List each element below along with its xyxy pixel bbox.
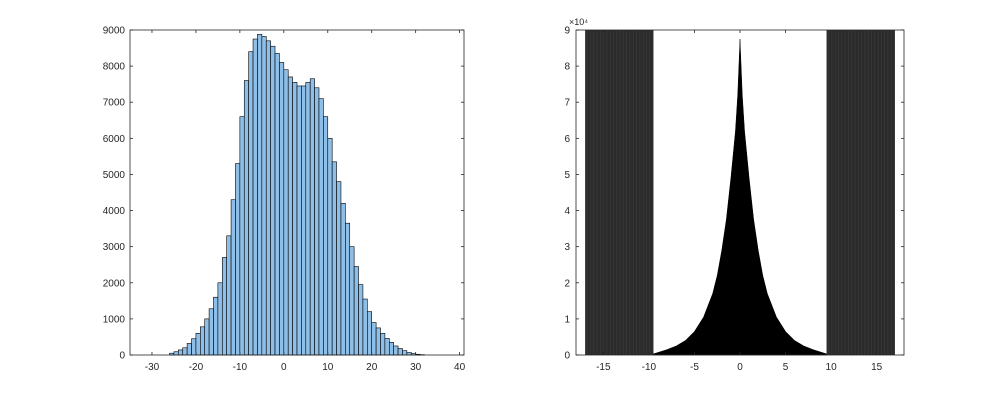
y-tick-label: 8 xyxy=(564,62,570,73)
histogram-bar xyxy=(226,235,232,356)
histogram-bar xyxy=(397,348,403,356)
histogram-bar xyxy=(358,284,364,356)
x-tick-label: 10 xyxy=(322,362,334,373)
y-tick-label: 2 xyxy=(564,278,570,289)
histogram-bar xyxy=(191,338,197,356)
histogram-bar xyxy=(305,82,311,356)
x-tick-label: 40 xyxy=(454,362,466,373)
peak-area-chart: -15 -10 -5 0 5 10 15 0 1 2 3 4 5 6 7 8 9 ×10⁴ xyxy=(564,17,905,373)
histogram-bar xyxy=(393,345,399,356)
histogram-bar xyxy=(274,53,280,356)
peak-area-series xyxy=(653,39,827,356)
y-tick-label: 5 xyxy=(564,170,570,181)
histogram-bar xyxy=(362,298,368,356)
histogram-bar xyxy=(402,350,408,356)
histogram-bar xyxy=(349,246,355,356)
dark-band xyxy=(585,30,654,355)
y-tick-label: 8000 xyxy=(103,62,126,73)
x-tick-label: 0 xyxy=(737,362,743,373)
histogram-bar xyxy=(217,282,223,356)
y-tick-label: 3000 xyxy=(103,242,126,253)
y-tick-label: 6000 xyxy=(103,134,126,145)
histogram-bar xyxy=(367,311,373,356)
histogram-bar xyxy=(345,222,351,356)
histogram-bar xyxy=(380,333,386,356)
histogram-bar xyxy=(200,326,206,356)
histogram-bar xyxy=(230,199,236,356)
x-tick-label: -15 xyxy=(596,362,611,373)
histogram-bar xyxy=(248,51,254,356)
histogram-bar xyxy=(309,78,315,356)
histogram-bar xyxy=(375,327,381,356)
x-tick-label: 15 xyxy=(871,362,883,373)
x-tick-label: -20 xyxy=(189,362,204,373)
histogram-bar xyxy=(182,347,188,356)
y-tick-label: 7 xyxy=(564,98,570,109)
peak-ticks: -15 -10 -5 0 5 10 15 0 1 2 3 4 5 6 7 8 9 xyxy=(564,26,904,373)
histogram-bar xyxy=(195,333,201,356)
y-tick-label: 5000 xyxy=(103,170,126,181)
histogram-bar xyxy=(235,163,241,356)
y-tick-label: 4000 xyxy=(103,206,126,217)
histogram-bar xyxy=(221,257,227,356)
histogram-bar xyxy=(371,322,377,356)
x-tick-label: 10 xyxy=(826,362,838,373)
x-tick-label: 5 xyxy=(783,362,789,373)
histogram-bar xyxy=(323,116,329,356)
histogram-bar xyxy=(279,62,285,356)
x-tick-label: 30 xyxy=(410,362,422,373)
y-tick-label: 0 xyxy=(119,351,125,362)
histogram-bar xyxy=(318,98,324,356)
y-tick-label: 4 xyxy=(564,206,570,217)
y-tick-label: 3 xyxy=(564,242,570,253)
histogram-bar xyxy=(384,338,390,356)
dark-bands xyxy=(585,30,895,355)
histogram-bar xyxy=(178,349,184,356)
y-tick-label: 2000 xyxy=(103,278,126,289)
histogram-bar xyxy=(314,87,320,356)
x-tick-label: -30 xyxy=(145,362,160,373)
histogram-bar xyxy=(257,34,263,356)
x-tick-label: 20 xyxy=(366,362,378,373)
y-exponent-label: ×10⁴ xyxy=(569,17,588,27)
y-tick-label: 6 xyxy=(564,134,570,145)
histogram-bar xyxy=(301,85,307,356)
histogram-bar xyxy=(292,82,298,356)
histogram-bar xyxy=(239,116,245,356)
histogram-bar xyxy=(327,138,333,356)
histogram-bar xyxy=(388,342,394,356)
histogram-bar xyxy=(208,308,214,356)
y-tick-label: 9000 xyxy=(103,26,126,37)
histogram-bar xyxy=(353,266,359,356)
x-tick-label: -5 xyxy=(690,362,699,373)
dark-band xyxy=(826,30,895,355)
histogram-bar xyxy=(261,36,267,356)
histogram-bar xyxy=(173,351,179,356)
histogram-bar xyxy=(186,343,192,356)
histogram-bar xyxy=(287,76,293,356)
histogram-bar xyxy=(331,161,337,356)
histogram-bar xyxy=(265,40,271,356)
histogram-bar xyxy=(213,296,219,356)
histogram-bar xyxy=(270,45,276,356)
histogram-chart: -30 -20 -10 0 10 20 30 40 0 1000 2000 3000 4000 5000 6… xyxy=(103,26,466,374)
x-tick-label: 0 xyxy=(281,362,287,373)
histogram-ticks: -30 -20 -10 0 10 20 30 40 0 1000 2000 3000 4000 5000 6… xyxy=(103,26,466,374)
y-tick-label: 1000 xyxy=(103,314,126,325)
y-tick-label: 9 xyxy=(564,26,570,37)
y-tick-label: 7000 xyxy=(103,98,126,109)
histogram-axes-box xyxy=(129,29,465,356)
histogram-bar xyxy=(283,69,289,356)
histogram-bar xyxy=(243,80,249,356)
histogram-bar xyxy=(252,38,258,356)
histogram-bar xyxy=(296,85,302,356)
y-tick-label: 0 xyxy=(564,351,570,362)
y-tick-label: 1 xyxy=(564,314,570,325)
x-tick-label: -10 xyxy=(642,362,657,373)
histogram-bar xyxy=(340,203,346,356)
histogram-bar xyxy=(204,318,210,356)
histogram-bar xyxy=(336,181,342,356)
x-tick-label: -10 xyxy=(233,362,248,373)
